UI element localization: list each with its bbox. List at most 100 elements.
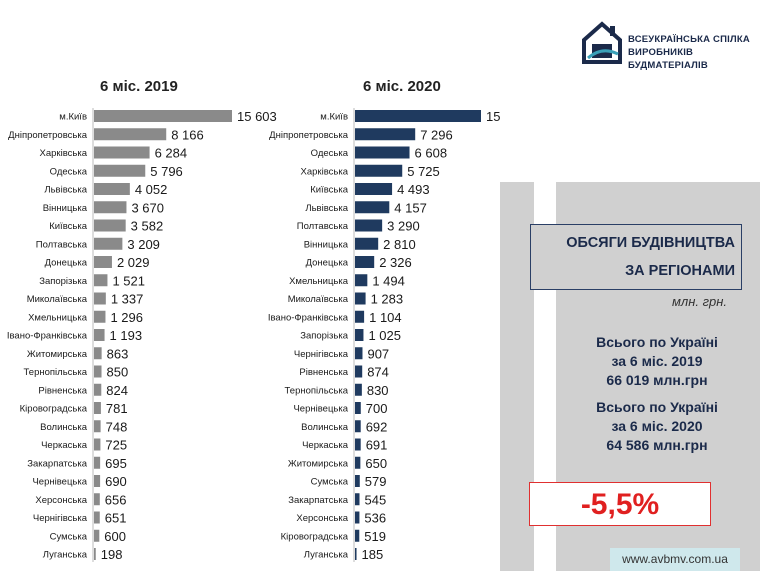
value-label-2020: 536: [364, 511, 386, 526]
panel-bg-left: [500, 182, 534, 571]
change-value: -5,5%: [580, 488, 660, 521]
category-label-2020: Херсонська: [296, 513, 348, 524]
value-label-2020: 545: [364, 492, 386, 507]
bar-2019: [94, 475, 101, 487]
chart-2020-title: 6 міс. 2020: [363, 78, 441, 95]
bar-2020: [355, 383, 362, 396]
category-label-2020: Полтавська: [297, 221, 349, 232]
category-label-2019: Дніпропетровська: [8, 130, 88, 141]
category-label-2020: Луганська: [304, 550, 349, 561]
bar-2019: [94, 365, 102, 378]
total-2020: Всього по Україні за 6 міс. 2020 64 586 …: [572, 398, 742, 455]
category-label-2019: Чернівецька: [32, 477, 87, 488]
category-label-2020: Черкаська: [302, 440, 349, 451]
bar-2019: [94, 548, 96, 560]
value-label-2020: 1 025: [368, 328, 401, 343]
value-label-2020: 907: [367, 346, 389, 361]
value-label-2019: 850: [107, 365, 129, 380]
value-label-2020: 579: [365, 474, 387, 489]
value-label-2020: 700: [366, 401, 388, 416]
category-label-2020: Чернігівська: [294, 349, 349, 360]
bar-2020: [355, 237, 379, 250]
value-label-2020: 1 104: [369, 310, 402, 325]
value-label-2020: 15 270: [486, 109, 500, 124]
value-label-2019: 4 052: [135, 182, 168, 197]
bar-2020: [355, 329, 364, 341]
category-label-2020: м.Київ: [320, 112, 348, 123]
value-label-2020: 1 283: [371, 292, 404, 307]
total-2019-line-1: Всього по Україні: [596, 334, 718, 350]
category-label-2019: Рівненська: [38, 385, 87, 396]
bar-2020: [355, 475, 360, 487]
bar-2020: [355, 183, 393, 195]
total-2020-line-1: Всього по Україні: [596, 399, 718, 415]
value-label-2019: 725: [105, 438, 127, 453]
value-label-2020: 4 493: [397, 182, 430, 197]
bar-2019: [94, 383, 102, 396]
bar-2019: [94, 219, 126, 232]
value-label-2020: 7 296: [420, 127, 453, 142]
value-label-2020: 2 810: [383, 237, 416, 252]
total-2019-line-2: за 6 міс. 2019: [611, 353, 703, 369]
bar-2019: [94, 164, 146, 177]
value-label-2020: 4 157: [394, 200, 427, 215]
bar-2020: [355, 164, 403, 177]
value-label-2019: 748: [106, 419, 128, 434]
logo-line-1: ВСЕУКРАЇНСЬКА СПІЛКА: [628, 34, 750, 45]
category-label-2020: Сумська: [311, 477, 349, 488]
value-label-2019: 1 521: [112, 273, 145, 288]
house-logo-icon: [582, 21, 622, 64]
bar-2019: [94, 274, 108, 287]
value-label-2020: 2 326: [379, 255, 412, 270]
bar-2020: [355, 493, 360, 506]
bar-2019: [94, 529, 100, 542]
category-label-2019: Запорізька: [39, 276, 88, 287]
chart-2019-title: 6 міс. 2019: [100, 78, 178, 95]
category-label-2019: Івано-Франківська: [7, 331, 88, 342]
category-label-2020: Рівненська: [299, 367, 348, 378]
category-label-2019: Житомирська: [27, 349, 88, 360]
category-label-2020: Хмельницька: [289, 276, 349, 287]
bar-2019: [94, 128, 167, 141]
panel-title-line-1: ОБСЯГИ БУДІВНИЦТВА: [566, 235, 735, 251]
bar-2020: [355, 292, 366, 305]
bar-2020: [355, 110, 481, 122]
unit-label: млн. грн.: [672, 294, 728, 309]
value-label-2020: 3 290: [387, 219, 420, 234]
category-label-2020: Житомирська: [288, 458, 349, 469]
bar-2019: [94, 347, 102, 360]
bar-2020: [355, 548, 357, 560]
category-label-2020: Запорізька: [300, 331, 349, 342]
change-box: -5,5%: [529, 482, 711, 526]
logo-line-2: ВИРОБНИКІВ БУДМАТЕРІАЛІВ: [628, 47, 708, 71]
category-label-2019: Вінницька: [43, 203, 88, 214]
value-label-2019: 1 193: [110, 328, 143, 343]
bar-2019: [94, 493, 100, 506]
bar-2019: [94, 146, 150, 159]
value-label-2019: 651: [105, 511, 127, 526]
category-label-2020: Львівська: [305, 203, 348, 214]
bar-2019: [94, 110, 232, 122]
bar-2020: [355, 511, 360, 524]
bar-2020: [355, 529, 360, 542]
category-label-2019: Одеська: [50, 166, 88, 177]
value-label-2020: 1 494: [372, 273, 405, 288]
bar-2019: [94, 201, 127, 214]
bar-2020: [355, 128, 416, 141]
site-link[interactable]: www.avbmv.com.ua: [622, 552, 728, 566]
bar-2019: [94, 511, 100, 524]
panel-title-line-2: ЗА РЕГІОНАМИ: [625, 263, 735, 279]
category-label-2020: Миколаївська: [288, 294, 349, 305]
bar-2019: [94, 292, 106, 305]
category-label-2019: Кіровоградська: [20, 404, 88, 415]
value-label-2019: 6 284: [155, 146, 188, 161]
category-label-2019: Миколаївська: [27, 294, 88, 305]
category-label-2019: Чернігівська: [33, 513, 88, 524]
category-label-2020: Волинська: [301, 422, 349, 433]
value-label-2020: 519: [364, 529, 386, 544]
bar-2020: [355, 201, 390, 214]
category-label-2019: Сумська: [50, 531, 88, 542]
category-label-2020: Дніпропетровська: [269, 130, 349, 141]
value-label-2019: 1 296: [110, 310, 143, 325]
value-label-2019: 824: [106, 383, 128, 398]
